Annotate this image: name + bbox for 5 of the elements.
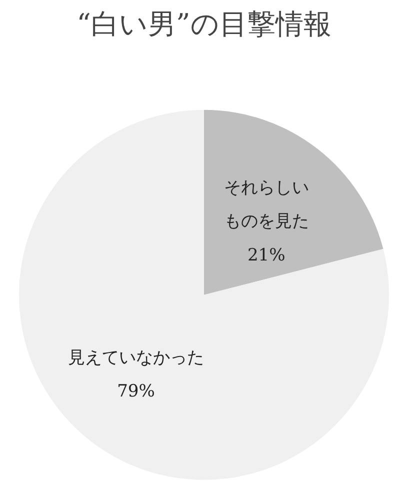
data-label: 79% (117, 382, 155, 402)
chart-title: “白い男”の目撃情報 (76, 8, 332, 40)
slice-label: 見えていなかった (68, 348, 204, 368)
slice-label: それらしいものを見た (224, 178, 309, 232)
data-label: 21% (247, 245, 286, 266)
